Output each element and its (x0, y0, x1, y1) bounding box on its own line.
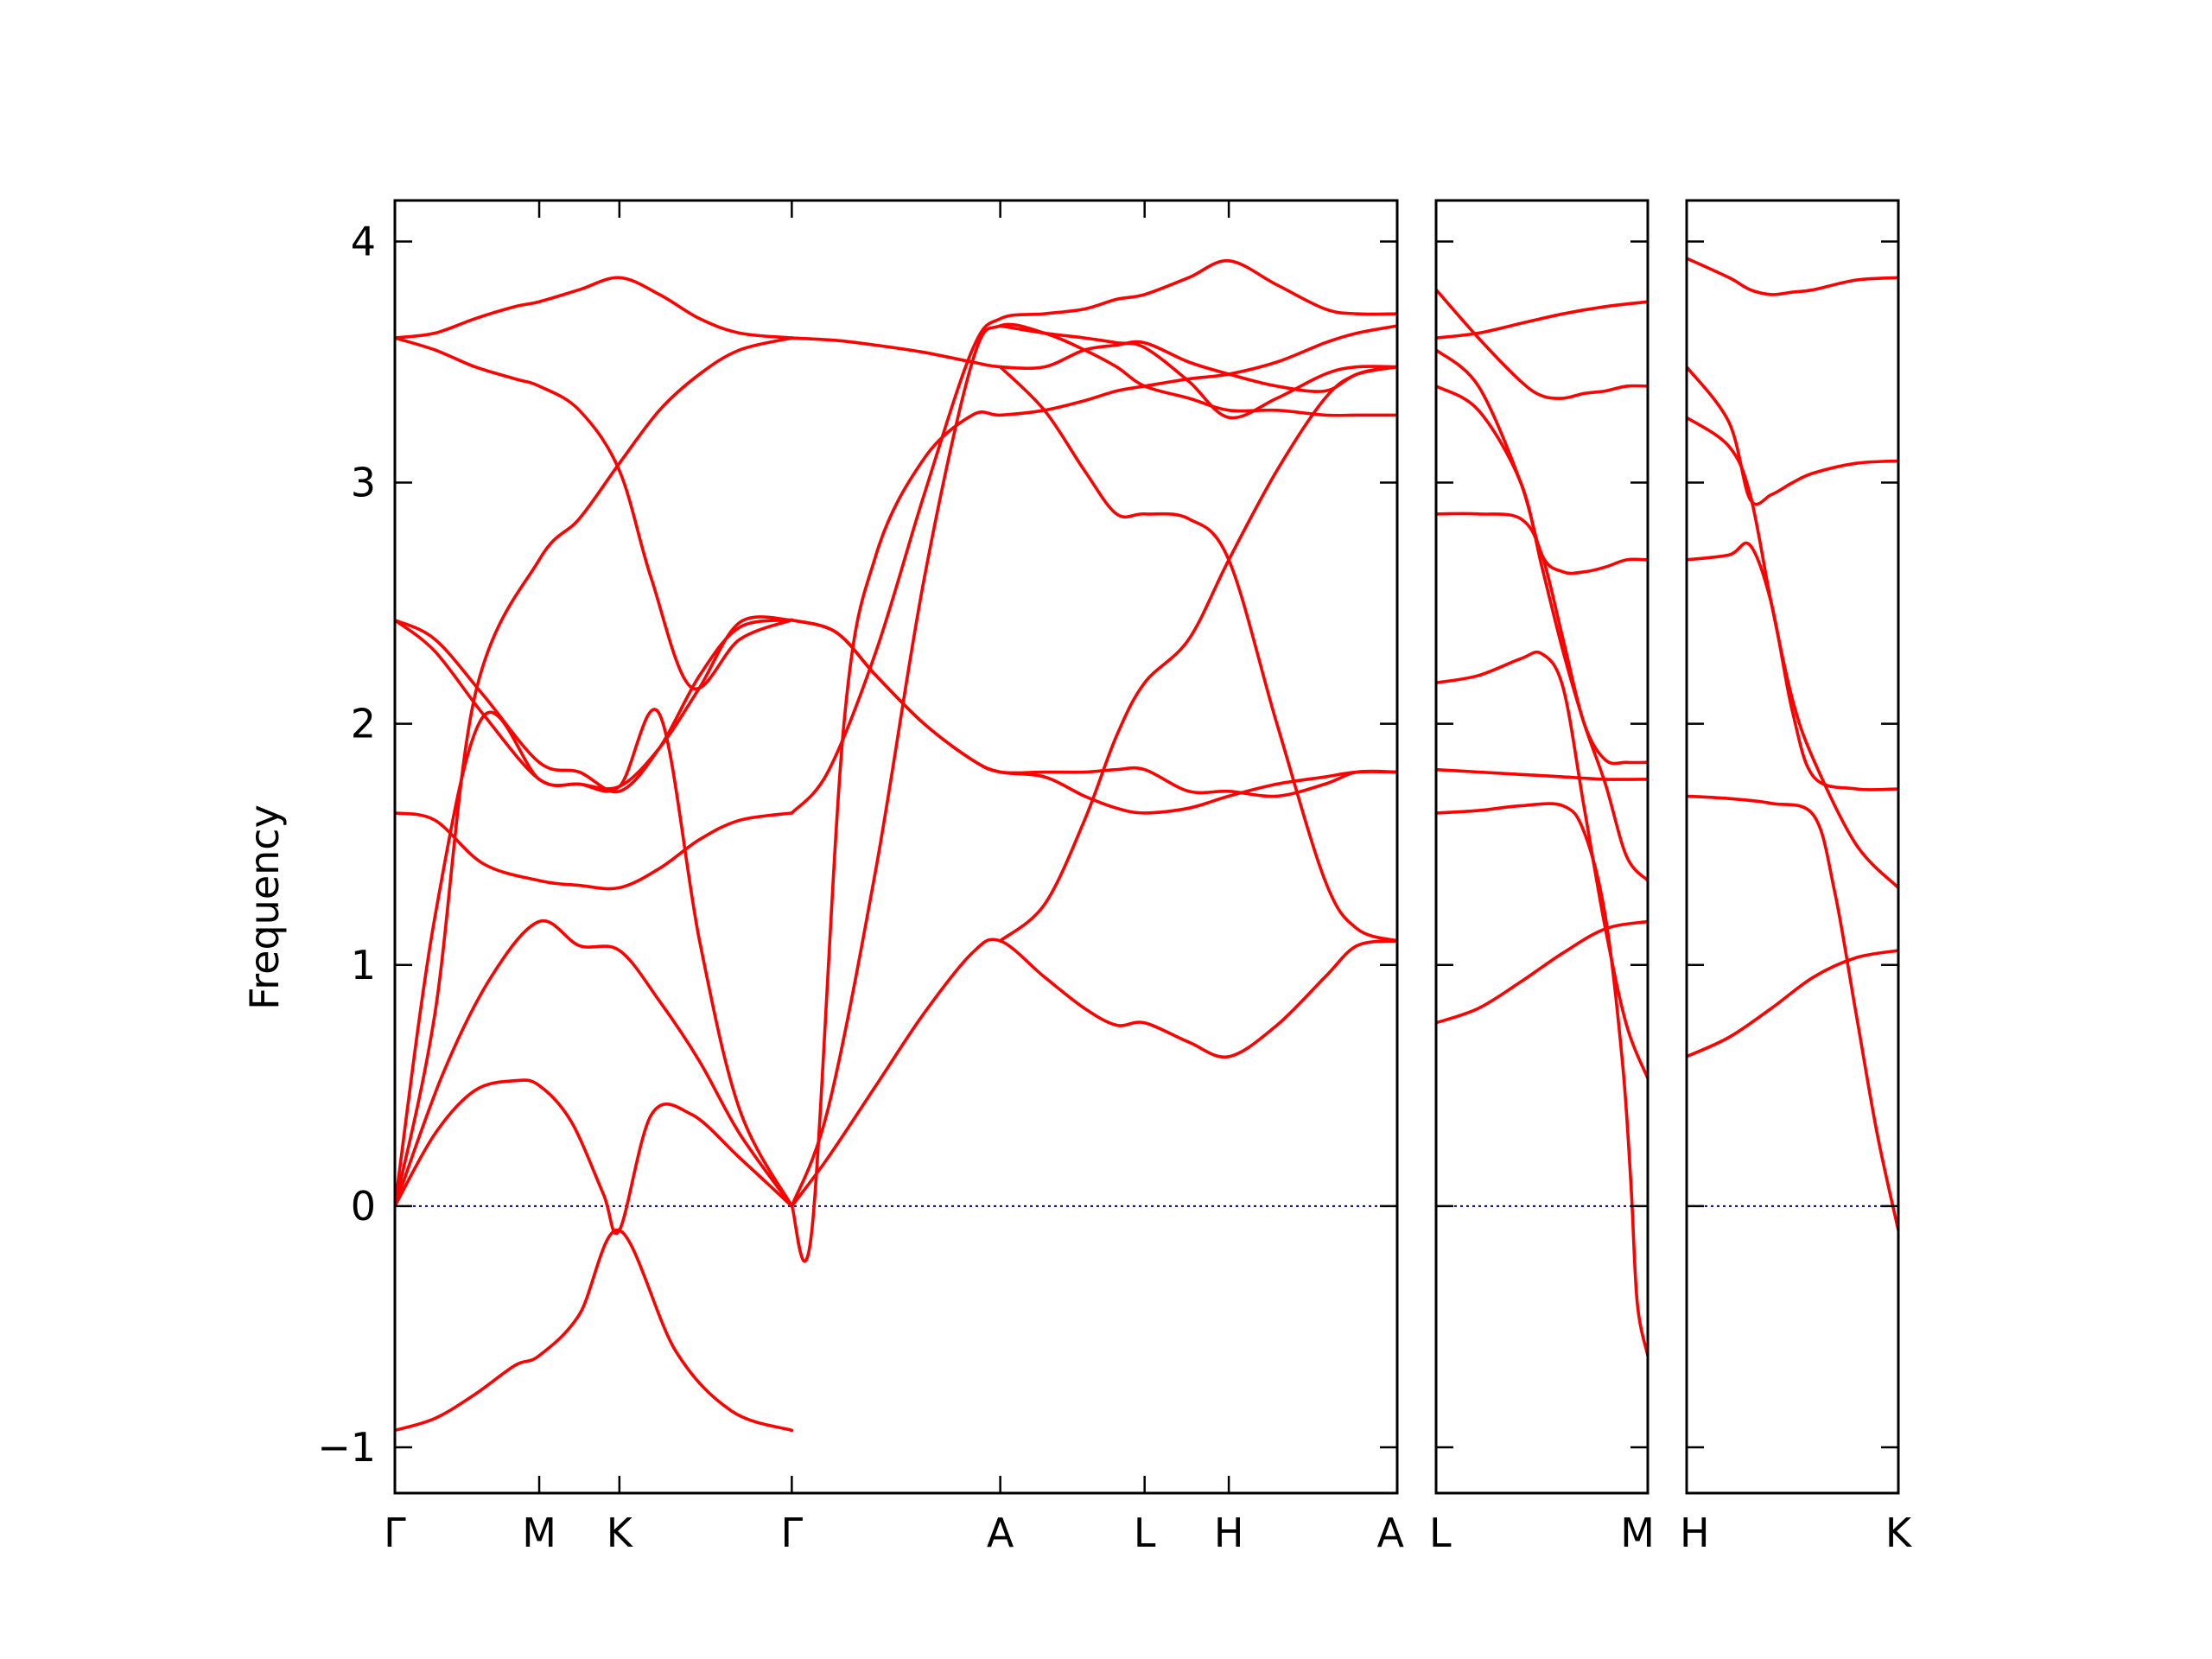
band-line (1687, 257, 1898, 296)
band-line (1436, 288, 1648, 400)
band-line (790, 618, 1397, 815)
band-line (395, 1078, 794, 1235)
bands (1687, 257, 1898, 1232)
band-line (998, 365, 1397, 943)
y-tick-labels: −1 0 1 2 3 4 (317, 218, 376, 1471)
band-line (790, 258, 1397, 815)
panel-frame (1434, 199, 1649, 1495)
x-tick-label: H (1680, 1510, 1710, 1556)
y-tick-label: 0 (351, 1183, 376, 1230)
y-tick-label: 2 (351, 701, 376, 747)
y-tick-label: 4 (351, 218, 376, 264)
band-line (1436, 650, 1648, 1080)
x-tick-label: Γ (384, 1510, 406, 1556)
band-line (1436, 512, 1648, 766)
x-tick-label: M (522, 1510, 556, 1556)
x-tick-label: M (1620, 1510, 1655, 1556)
band-line (395, 276, 794, 340)
band-line (998, 324, 1397, 420)
y-tick-label: 1 (351, 942, 376, 988)
band-line (395, 336, 794, 1208)
band-line (790, 336, 1397, 393)
band-line (1687, 541, 1898, 791)
band-line (395, 1228, 794, 1433)
y-tick-label: 3 (351, 460, 376, 506)
y-axis-label: Frequency (241, 804, 288, 1010)
band-line (1436, 385, 1648, 882)
x-tick-label: K (607, 1510, 634, 1556)
x-tick-label: Γ (781, 1510, 804, 1556)
x-tick-label: L (1429, 1510, 1452, 1556)
band-line (395, 811, 794, 891)
panel-frame (393, 199, 1399, 1495)
band-line (395, 336, 794, 691)
band-line (395, 615, 794, 791)
band-line (395, 618, 794, 794)
band-line (1687, 794, 1898, 1232)
x-tick-label: A (987, 1510, 1014, 1556)
bands (1436, 288, 1648, 1357)
band-line (790, 324, 1397, 1263)
band-line (1436, 348, 1648, 575)
band-line (998, 365, 1397, 943)
band-line (1436, 300, 1648, 340)
y-tick-label: −1 (317, 1424, 376, 1471)
panel-frame (1685, 199, 1900, 1495)
band-line (1436, 802, 1648, 1357)
x-tick-label: H (1214, 1510, 1244, 1556)
band-line (1436, 767, 1648, 781)
x-tick-label: K (1885, 1510, 1913, 1556)
x-tick-label: A (1377, 1510, 1405, 1556)
band-line (1687, 416, 1898, 890)
band-line (1687, 949, 1898, 1058)
x-tick-label: L (1134, 1510, 1156, 1556)
band-line (1687, 365, 1898, 506)
band-line (395, 708, 794, 1208)
bands (395, 258, 1397, 1433)
band-line (790, 938, 1397, 1208)
band-line (790, 618, 1397, 798)
band-line (395, 918, 794, 1208)
band-line (1436, 919, 1648, 1025)
